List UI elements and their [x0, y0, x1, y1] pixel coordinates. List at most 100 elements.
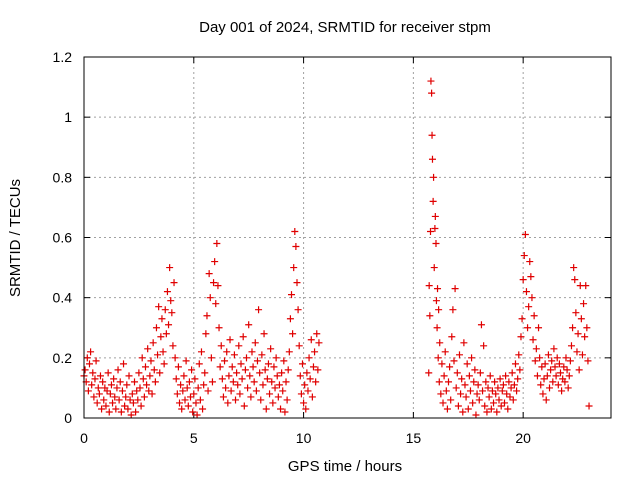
data-point — [90, 393, 98, 401]
data-point — [486, 372, 494, 380]
data-point — [219, 393, 227, 401]
data-point — [301, 381, 309, 389]
data-point — [451, 285, 459, 293]
data-point — [170, 279, 178, 287]
data-point — [263, 375, 271, 383]
data-point — [96, 372, 104, 380]
data-point — [89, 369, 97, 377]
data-point — [235, 342, 243, 350]
data-point — [261, 366, 269, 374]
data-point — [488, 387, 496, 395]
data-point — [104, 369, 112, 377]
data-point — [241, 366, 249, 374]
data-point — [521, 230, 529, 238]
data-point — [238, 375, 246, 383]
data-point — [443, 405, 451, 413]
data-point — [440, 372, 448, 380]
data-point — [125, 372, 133, 380]
data-point — [525, 303, 533, 311]
data-point — [462, 393, 470, 401]
data-point — [114, 366, 122, 374]
data-point — [432, 240, 440, 248]
data-point — [436, 339, 444, 347]
data-point — [529, 336, 537, 344]
data-point — [230, 351, 238, 359]
data-point — [102, 402, 110, 410]
data-point — [260, 330, 268, 338]
data-point — [107, 381, 115, 389]
y-tick-label: 0 — [64, 410, 72, 426]
data-point — [302, 405, 310, 413]
data-point — [131, 378, 139, 386]
data-point — [495, 396, 503, 404]
data-point — [295, 342, 303, 350]
data-point — [225, 372, 233, 380]
data-point — [146, 372, 154, 380]
data-point — [540, 375, 548, 383]
data-point — [93, 399, 101, 407]
data-point — [306, 375, 314, 383]
data-point — [477, 321, 485, 329]
data-point — [286, 315, 294, 323]
data-point — [519, 276, 527, 284]
data-point — [554, 381, 562, 389]
data-point — [84, 387, 92, 395]
data-point — [539, 390, 547, 398]
data-point — [246, 372, 254, 380]
data-point — [181, 396, 189, 404]
data-point — [150, 366, 158, 374]
data-point — [563, 366, 571, 374]
data-point — [100, 396, 108, 404]
data-point — [247, 393, 255, 401]
data-point — [245, 321, 253, 329]
data-point — [466, 387, 474, 395]
data-point — [518, 315, 526, 323]
data-point — [123, 381, 131, 389]
data-point — [542, 396, 550, 404]
data-point — [484, 384, 492, 392]
data-point — [439, 399, 447, 407]
x-axis-label: GPS time / hours — [288, 458, 402, 475]
data-point — [460, 339, 468, 347]
data-point — [199, 405, 207, 413]
chart-title: Day 001 of 2024, SRMTID for receiver stp… — [199, 19, 491, 36]
data-point — [115, 396, 123, 404]
data-point — [191, 375, 199, 383]
data-point — [98, 405, 106, 413]
data-point — [92, 357, 100, 365]
data-point — [151, 378, 159, 386]
data-point — [434, 285, 442, 293]
data-point — [229, 378, 237, 386]
data-point — [480, 342, 488, 350]
plot-frame — [83, 56, 612, 419]
data-point — [580, 300, 588, 308]
data-point — [549, 378, 557, 386]
data-point — [152, 324, 160, 332]
data-point — [189, 408, 197, 416]
data-point — [197, 348, 205, 356]
tick-labels: 0 5 10 15 20 0 0.2 0.4 0.6 0.8 1 1.2 — [53, 49, 532, 446]
data-point — [427, 227, 435, 235]
data-point — [143, 381, 151, 389]
data-point — [526, 258, 534, 266]
data-point — [508, 369, 516, 377]
data-point — [134, 396, 142, 404]
data-point — [583, 324, 591, 332]
data-point — [470, 378, 478, 386]
data-point — [426, 312, 434, 320]
data-point — [438, 360, 446, 368]
data-point — [224, 399, 232, 407]
data-point — [441, 348, 449, 356]
data-point — [205, 270, 213, 278]
data-point — [431, 212, 439, 220]
data-point — [434, 354, 442, 362]
data-point — [454, 402, 462, 410]
data-point — [132, 408, 140, 416]
data-point — [433, 324, 441, 332]
data-point — [427, 77, 435, 85]
data-point — [136, 384, 144, 392]
data-point — [133, 387, 141, 395]
data-point — [221, 357, 229, 365]
data-point — [105, 408, 113, 416]
data-points — [80, 77, 593, 419]
